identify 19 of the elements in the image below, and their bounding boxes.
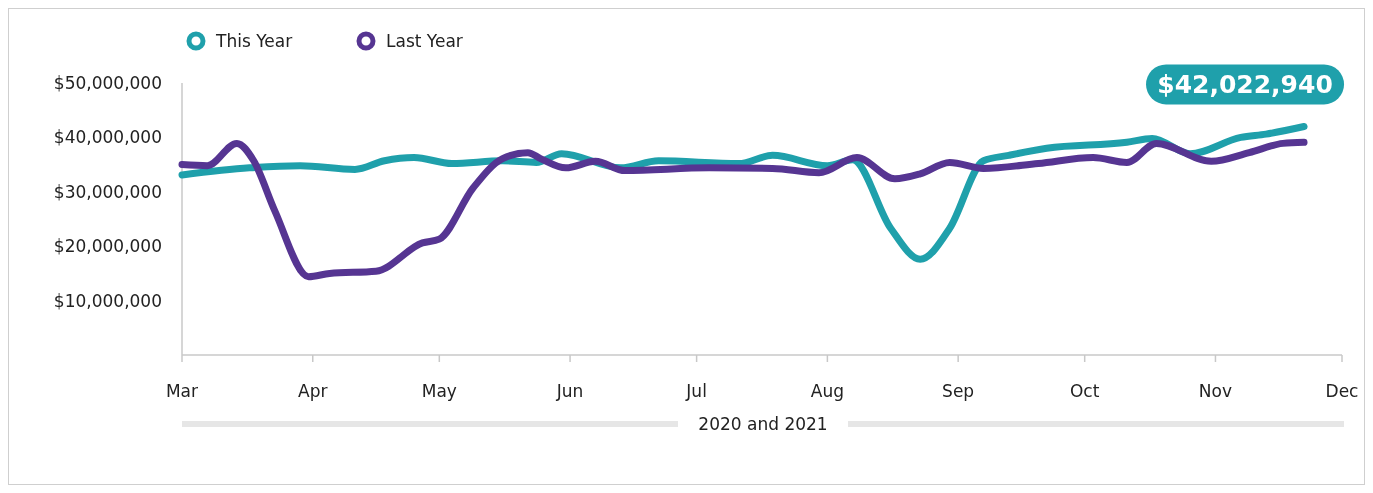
- x-tick-label: Mar: [165, 381, 199, 401]
- x-tick-label: Apr: [298, 381, 328, 401]
- x-tick-label: Nov: [1198, 381, 1233, 401]
- x-tick-label: Sep: [942, 381, 975, 401]
- y-tick-label: $40,000,000: [53, 127, 162, 148]
- y-tick-label: $50,000,000: [53, 73, 162, 93]
- x-tick-label: May: [421, 381, 457, 401]
- x-tick-label: Jun: [555, 381, 584, 401]
- y-tick-label: $10,000,000: [53, 290, 162, 311]
- x-tick-label: Aug: [810, 381, 844, 401]
- x-tick-label: Jul: [685, 381, 707, 401]
- x-tick-label: Oct: [1069, 381, 1100, 401]
- y-tick-label: $30,000,000: [53, 181, 162, 202]
- legend-label: Last Year: [386, 31, 463, 51]
- annotation: $42,022,940: [1157, 70, 1333, 100]
- x-tick-label: Dec: [1325, 381, 1359, 401]
- legend-label: This Year: [215, 31, 293, 51]
- y-tick-label: $20,000,000: [53, 236, 162, 257]
- x-axis-title: 2020 and 2021: [698, 414, 828, 434]
